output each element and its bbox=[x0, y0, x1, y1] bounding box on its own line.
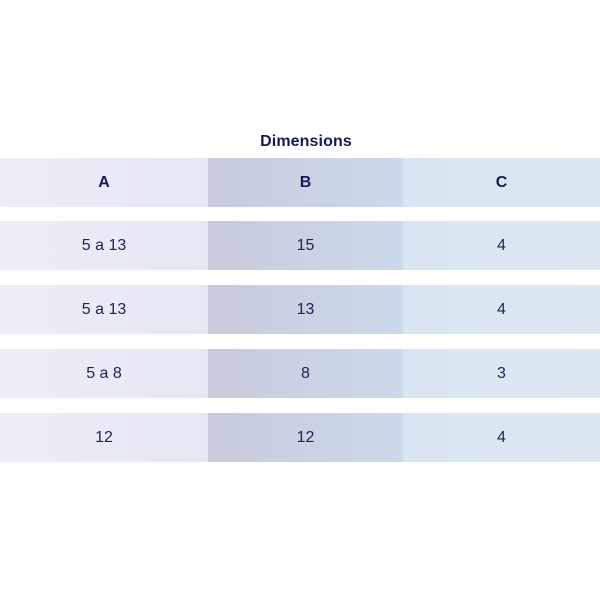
table-cell-c: 3 bbox=[403, 349, 600, 398]
table-cell-a: 5 a 13 bbox=[0, 221, 208, 270]
table-cell-a: 12 bbox=[0, 413, 208, 462]
table-cell-b: 15 bbox=[208, 221, 403, 270]
table-cell-b: 8 bbox=[208, 349, 403, 398]
table-row: 12 12 4 bbox=[0, 413, 600, 462]
table-cell-a: 5 a 8 bbox=[0, 349, 208, 398]
table-row: 5 a 13 15 4 bbox=[0, 221, 600, 270]
table-row: 5 a 8 8 3 bbox=[0, 349, 600, 398]
table-cell-b: 12 bbox=[208, 413, 403, 462]
table-row: 5 a 13 13 4 bbox=[0, 285, 600, 334]
table-cell-c: 4 bbox=[403, 285, 600, 334]
table-cell-b: 13 bbox=[208, 285, 403, 334]
column-header-a: A bbox=[0, 158, 208, 207]
table-cell-c: 4 bbox=[403, 413, 600, 462]
column-header-b: B bbox=[208, 158, 403, 207]
table-cell-a: 5 a 13 bbox=[0, 285, 208, 334]
table-title: Dimensions bbox=[260, 133, 352, 150]
table-cell-c: 4 bbox=[403, 221, 600, 270]
column-header-c: C bbox=[403, 158, 600, 207]
table-header-row: A B C bbox=[0, 158, 600, 207]
dimensions-table: A B C 5 a 13 15 4 5 a 13 13 4 5 a 8 8 3 … bbox=[0, 158, 600, 477]
